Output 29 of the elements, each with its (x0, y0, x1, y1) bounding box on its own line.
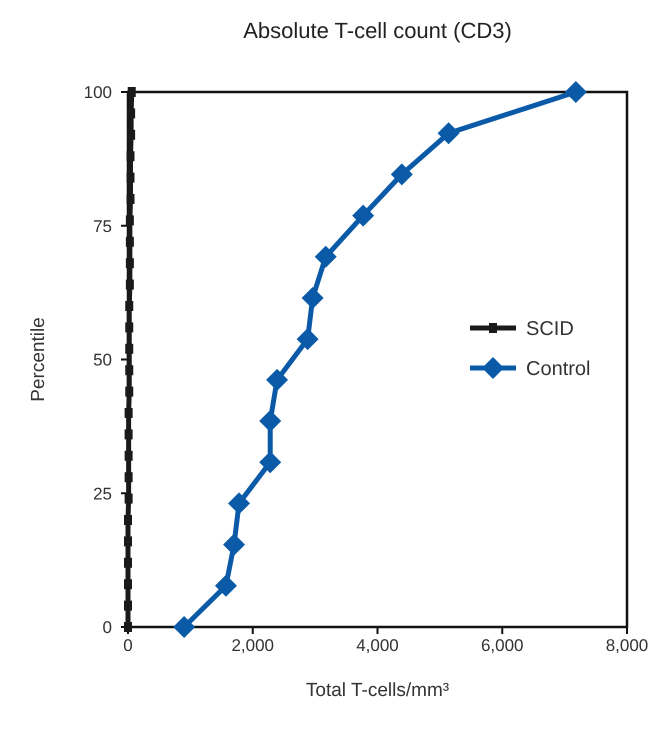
x-tick-label: 2,000 (231, 636, 274, 655)
point (223, 534, 246, 556)
point (302, 286, 324, 309)
point (564, 81, 587, 103)
point (124, 622, 132, 632)
legend-label: Control (526, 358, 590, 380)
y-tick-label: 75 (93, 216, 112, 236)
point (390, 163, 413, 186)
point (296, 328, 319, 350)
x-tick-label: 6,000 (480, 636, 524, 655)
point (214, 574, 237, 597)
y-tick-label: 25 (93, 484, 112, 504)
point (173, 616, 196, 638)
x-axis-title: Total T-cells/mm³ (306, 680, 450, 701)
point (266, 368, 288, 391)
chart-title: Absolute T-cell count (CD3) (243, 18, 512, 43)
y-tick-label: 0 (102, 618, 112, 637)
y-tick-label: 100 (84, 83, 112, 102)
x-tick-label: 8,000 (606, 636, 648, 655)
point (228, 492, 250, 514)
y-axis-title: Percentile (28, 317, 49, 402)
legend-label: SCID (526, 318, 574, 340)
x-tick-label: 4,000 (356, 636, 399, 655)
point (314, 246, 337, 268)
point (438, 122, 460, 144)
y-tick-label: 50 (93, 350, 112, 370)
point (352, 204, 374, 227)
point (128, 87, 136, 97)
x-tick-label: 0 (123, 636, 133, 655)
